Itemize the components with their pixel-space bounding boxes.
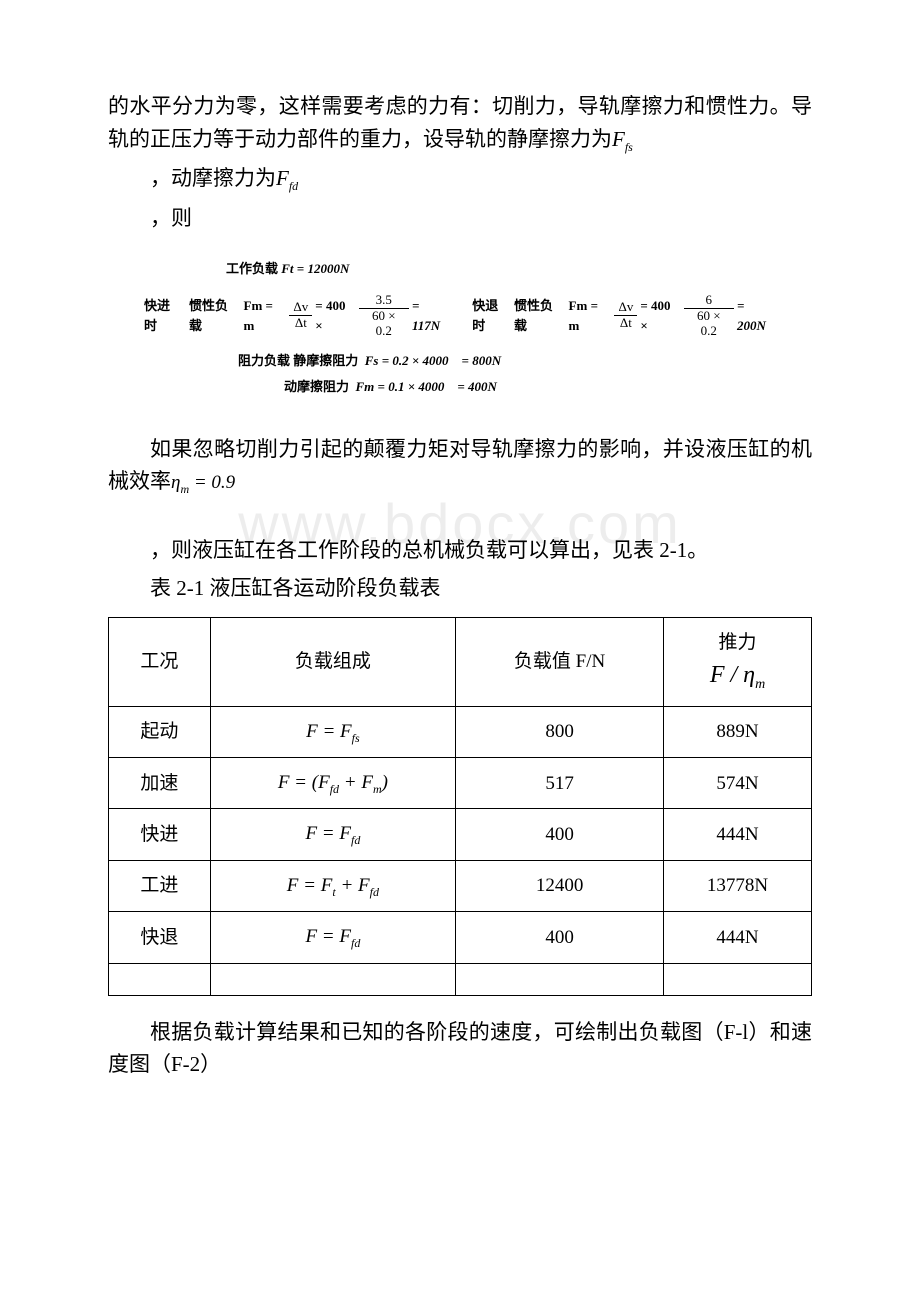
th-composition: 负载组成 bbox=[210, 617, 455, 706]
eq-r2-res1: = 117N bbox=[412, 296, 450, 336]
th-condition: 工况 bbox=[109, 617, 211, 706]
paragraph-3: ，则 bbox=[108, 202, 812, 235]
table-body: 起动 F = Ffs 800 889N 加速 F = (Ffd + Fm) 51… bbox=[109, 706, 812, 995]
eq-r2-f2-den: 60 × 0.2 bbox=[359, 309, 409, 339]
eq-r2-frac1: Δv Δt bbox=[289, 300, 312, 331]
th-thrust-expr: F / ηm bbox=[710, 657, 765, 695]
eq-r2-f2-num: 3.5 bbox=[359, 293, 409, 309]
cell-empty bbox=[664, 963, 812, 995]
cell-c4: 13778N bbox=[664, 860, 812, 911]
p6: 根据负载计算结果和已知的各阶段的速度，可绘制出负载图（F-l）和速度图（F-2） bbox=[108, 1020, 812, 1077]
eq-row-3: 阻力负载 静摩擦阻力 Fs = 0.2 × 4000 = 800N bbox=[238, 351, 776, 371]
paragraph-5: ，则液压缸在各工作阶段的总机械负载可以算出，见表 2-1。 bbox=[108, 534, 812, 567]
eq-r2b-lhs: Fm = m bbox=[569, 296, 612, 336]
th-value: 负载值 F/N bbox=[456, 617, 664, 706]
eq-r2b-frac2: 6 60 × 0.2 bbox=[684, 293, 734, 339]
cell-c1: 工进 bbox=[109, 860, 211, 911]
table-caption: 表 2-1 液压缸各运动阶段负载表 bbox=[108, 572, 812, 605]
eq-row1-val: Ft = 12000N bbox=[281, 261, 349, 276]
th-thrust-top: 推力 bbox=[670, 628, 805, 657]
symbol-eta: ηm = 0.9 bbox=[171, 472, 235, 493]
cell-c4: 444N bbox=[664, 912, 812, 963]
cell-c2: F = Ffd bbox=[210, 912, 455, 963]
table-row-empty bbox=[109, 963, 812, 995]
cell-c3: 12400 bbox=[456, 860, 664, 911]
eq-r2b-f2-den: 60 × 0.2 bbox=[684, 309, 734, 339]
eq-r2b-frac1: Δv Δt bbox=[614, 300, 637, 331]
cell-c3: 400 bbox=[456, 912, 664, 963]
paragraph-1: 的水平分力为零，这样需要考虑的力有：切削力，导轨摩擦力和惯性力。导轨的正压力等于… bbox=[108, 90, 812, 156]
eq-r3-label: 阻力负载 静摩擦阻力 bbox=[238, 353, 358, 368]
eq-row2-left: 快进时 惯性负载 Fm = m Δv Δt = 400 × 3.5 60 × 0… bbox=[144, 293, 450, 339]
table-row: 工进 F = Ft + Ffd 12400 13778N bbox=[109, 860, 812, 911]
table-row: 起动 F = Ffs 800 889N bbox=[109, 706, 812, 757]
cell-c2: F = Ft + Ffd bbox=[210, 860, 455, 911]
cell-empty bbox=[456, 963, 664, 995]
eq-r3-val: Fs = 0.2 × 4000 = 800N bbox=[365, 353, 501, 368]
cell-c2: F = Ffs bbox=[210, 706, 455, 757]
eq-r2b-res: = 200N bbox=[737, 296, 776, 336]
eq-r2-f1-den: Δt bbox=[289, 316, 312, 331]
eq-r2b-lbl1: 快退时 bbox=[472, 296, 510, 336]
table-row: 快退 F = Ffd 400 444N bbox=[109, 912, 812, 963]
eq-r2-lbl2: 惯性负载 bbox=[189, 296, 240, 336]
eq-r2b-lbl2: 惯性负载 bbox=[514, 296, 565, 336]
table-row: 快进 F = Ffd 400 444N bbox=[109, 809, 812, 860]
cell-c1: 快退 bbox=[109, 912, 211, 963]
cell-c4: 574N bbox=[664, 758, 812, 809]
eq-r4-label: 动摩擦阻力 bbox=[284, 379, 349, 394]
p5: ，则液压缸在各工作阶段的总机械负载可以算出，见表 2-1。 bbox=[150, 538, 708, 562]
p1-text: 的水平分力为零，这样需要考虑的力有：切削力，导轨摩擦力和惯性力。导轨的正压力等于… bbox=[108, 94, 812, 151]
p2-text: ，动摩擦力为 bbox=[150, 166, 276, 190]
eq-row2-right: 快退时 惯性负载 Fm = m Δv Δt = 400 × 6 60 × 0.2… bbox=[472, 293, 776, 339]
equation-block: 工作负载 Ft = 12000N 快进时 惯性负载 Fm = m Δv Δt =… bbox=[144, 259, 776, 397]
eq-r2-lhs: Fm = m bbox=[244, 296, 287, 336]
cell-c2: F = (Ffd + Fm) bbox=[210, 758, 455, 809]
eq-row-1: 工作负载 Ft = 12000N bbox=[226, 259, 776, 279]
eq-r2-frac2: 3.5 60 × 0.2 bbox=[359, 293, 409, 339]
symbol-ffd: Ffd bbox=[276, 166, 298, 190]
cell-c1: 快进 bbox=[109, 809, 211, 860]
paragraph-4: 如果忽略切削力引起的颠覆力矩对导轨摩擦力的影响，并设液压缸的机械效率ηm = 0… bbox=[108, 433, 812, 499]
table-row: 加速 F = (Ffd + Fm) 517 574N bbox=[109, 758, 812, 809]
cell-c1: 加速 bbox=[109, 758, 211, 809]
eq-r2b-f1-den: Δt bbox=[614, 316, 637, 331]
th-thrust: 推力 F / ηm bbox=[664, 617, 812, 706]
cell-c4: 889N bbox=[664, 706, 812, 757]
eq-r2-mid1: = 400 × bbox=[315, 296, 355, 336]
cell-empty bbox=[109, 963, 211, 995]
eq-r2-lbl1: 快进时 bbox=[144, 296, 182, 336]
eq-row-4: 动摩擦阻力 Fm = 0.1 × 4000 = 400N bbox=[284, 377, 776, 397]
eq-r2b-mid: = 400 × bbox=[640, 296, 680, 336]
eq-r2b-f2-num: 6 bbox=[684, 293, 734, 309]
cell-c4: 444N bbox=[664, 809, 812, 860]
cell-c3: 400 bbox=[456, 809, 664, 860]
cell-c3: 517 bbox=[456, 758, 664, 809]
eq-r2b-f1-num: Δv bbox=[614, 300, 637, 316]
cell-c2: F = Ffd bbox=[210, 809, 455, 860]
eq-r4-val: Fm = 0.1 × 4000 = 400N bbox=[356, 379, 497, 394]
load-table: 工况 负载组成 负载值 F/N 推力 F / ηm 起动 F = Ffs 800… bbox=[108, 617, 812, 996]
cell-c1: 起动 bbox=[109, 706, 211, 757]
paragraph-6: 根据负载计算结果和已知的各阶段的速度，可绘制出负载图（F-l）和速度图（F-2） bbox=[108, 1016, 812, 1081]
table-header-row: 工况 负载组成 负载值 F/N 推力 F / ηm bbox=[109, 617, 812, 706]
symbol-ffs: Ffs bbox=[612, 127, 633, 151]
paragraph-2: ，动摩擦力为Ffd bbox=[108, 162, 812, 196]
cell-empty bbox=[210, 963, 455, 995]
caption-text: 表 2-1 液压缸各运动阶段负载表 bbox=[150, 576, 441, 600]
eq-row-2: 快进时 惯性负载 Fm = m Δv Δt = 400 × 3.5 60 × 0… bbox=[144, 293, 776, 339]
eq-row1-label: 工作负载 bbox=[226, 261, 278, 276]
eq-r2-f1-num: Δv bbox=[289, 300, 312, 316]
p3-text: ，则 bbox=[150, 206, 192, 230]
cell-c3: 800 bbox=[456, 706, 664, 757]
